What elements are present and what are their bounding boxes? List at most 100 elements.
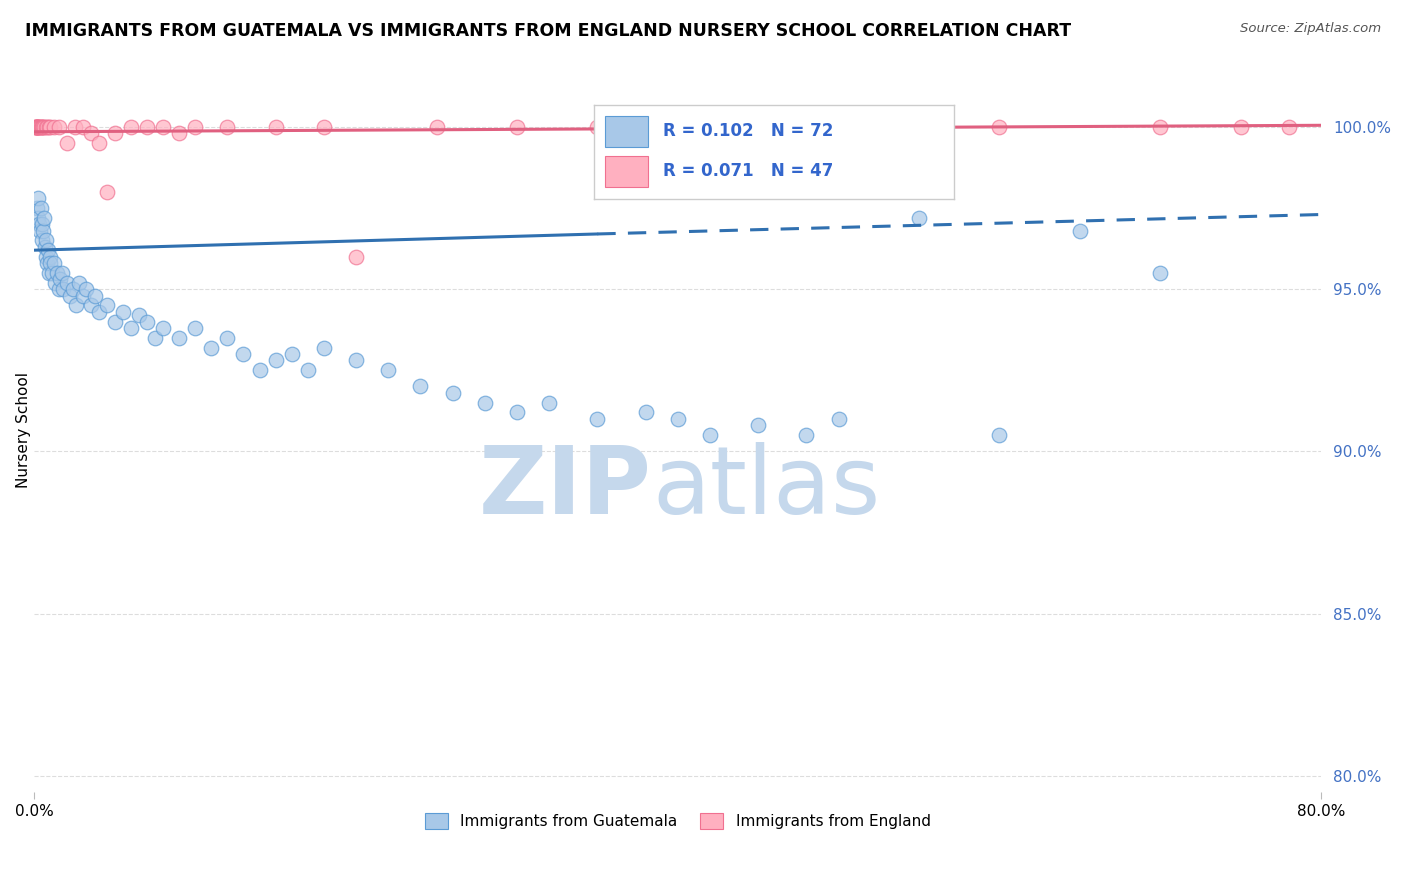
Point — [37, 243, 59, 257]
Point — [96, 185, 118, 199]
Point — [167, 331, 190, 345]
Point — [32, 211, 55, 225]
Point — [344, 250, 367, 264]
Point — [87, 305, 110, 319]
Point — [1278, 120, 1301, 134]
Point — [38, 120, 60, 134]
Point — [51, 266, 73, 280]
Text: atlas: atlas — [652, 442, 880, 534]
Point — [699, 428, 721, 442]
Point — [37, 256, 59, 270]
Point — [120, 321, 142, 335]
Point — [104, 314, 127, 328]
Point — [666, 412, 689, 426]
Legend: Immigrants from Guatemala, Immigrants from England: Immigrants from Guatemala, Immigrants fr… — [419, 806, 936, 835]
Point — [184, 120, 207, 134]
Point — [747, 418, 769, 433]
Point — [31, 217, 53, 231]
Point — [988, 120, 1011, 134]
Point — [249, 363, 271, 377]
Point — [1069, 224, 1091, 238]
Point — [312, 341, 335, 355]
Point — [506, 405, 529, 419]
Text: ZIP: ZIP — [479, 442, 652, 534]
Point — [63, 120, 86, 134]
Point — [111, 305, 134, 319]
Point — [28, 120, 51, 134]
Point — [42, 256, 65, 270]
Point — [41, 266, 63, 280]
Point — [62, 282, 84, 296]
Point — [67, 276, 90, 290]
Point — [34, 250, 56, 264]
Point — [441, 386, 464, 401]
Point — [538, 395, 561, 409]
Point — [27, 120, 49, 134]
Point — [72, 288, 94, 302]
Point — [48, 120, 70, 134]
Point — [30, 201, 52, 215]
Point — [128, 308, 150, 322]
Text: IMMIGRANTS FROM GUATEMALA VS IMMIGRANTS FROM ENGLAND NURSERY SCHOOL CORRELATION : IMMIGRANTS FROM GUATEMALA VS IMMIGRANTS … — [25, 22, 1071, 40]
Point — [474, 395, 496, 409]
Point — [38, 266, 60, 280]
Point — [264, 120, 287, 134]
Point — [35, 234, 58, 248]
Point — [264, 353, 287, 368]
Point — [31, 120, 53, 134]
Point — [1229, 120, 1251, 134]
Point — [39, 256, 62, 270]
Point — [42, 120, 65, 134]
Point — [217, 331, 239, 345]
Point — [666, 120, 689, 134]
Point — [377, 363, 399, 377]
Point — [1149, 120, 1171, 134]
Point — [908, 211, 931, 225]
Point — [25, 120, 48, 134]
Point — [152, 120, 174, 134]
Point — [152, 321, 174, 335]
Point — [586, 412, 609, 426]
Point — [55, 276, 77, 290]
Point — [32, 120, 55, 134]
Point — [49, 272, 72, 286]
Point — [988, 428, 1011, 442]
Point — [25, 120, 48, 134]
Y-axis label: Nursery School: Nursery School — [15, 372, 31, 488]
Point — [200, 341, 222, 355]
Point — [30, 120, 52, 134]
Point — [827, 120, 849, 134]
Point — [44, 276, 66, 290]
Point — [37, 120, 59, 134]
Point — [38, 250, 60, 264]
Point — [25, 201, 48, 215]
Point — [27, 191, 49, 205]
Point — [28, 120, 51, 134]
Point — [297, 363, 319, 377]
Point — [28, 224, 51, 238]
Point — [48, 282, 70, 296]
Point — [796, 428, 818, 442]
Point — [65, 298, 87, 312]
Point — [31, 234, 53, 248]
Point — [634, 405, 657, 419]
Point — [27, 211, 49, 225]
Point — [827, 412, 849, 426]
Point — [506, 120, 529, 134]
Point — [27, 120, 49, 134]
Point — [59, 288, 82, 302]
Point — [120, 120, 142, 134]
Point — [136, 314, 159, 328]
Point — [79, 127, 101, 141]
Point — [232, 347, 254, 361]
Point — [217, 120, 239, 134]
Point — [96, 298, 118, 312]
Point — [344, 353, 367, 368]
Point — [136, 120, 159, 134]
Point — [72, 120, 94, 134]
Point — [39, 120, 62, 134]
Point — [52, 282, 75, 296]
Point — [24, 120, 46, 134]
Point — [104, 127, 127, 141]
Point — [280, 347, 302, 361]
